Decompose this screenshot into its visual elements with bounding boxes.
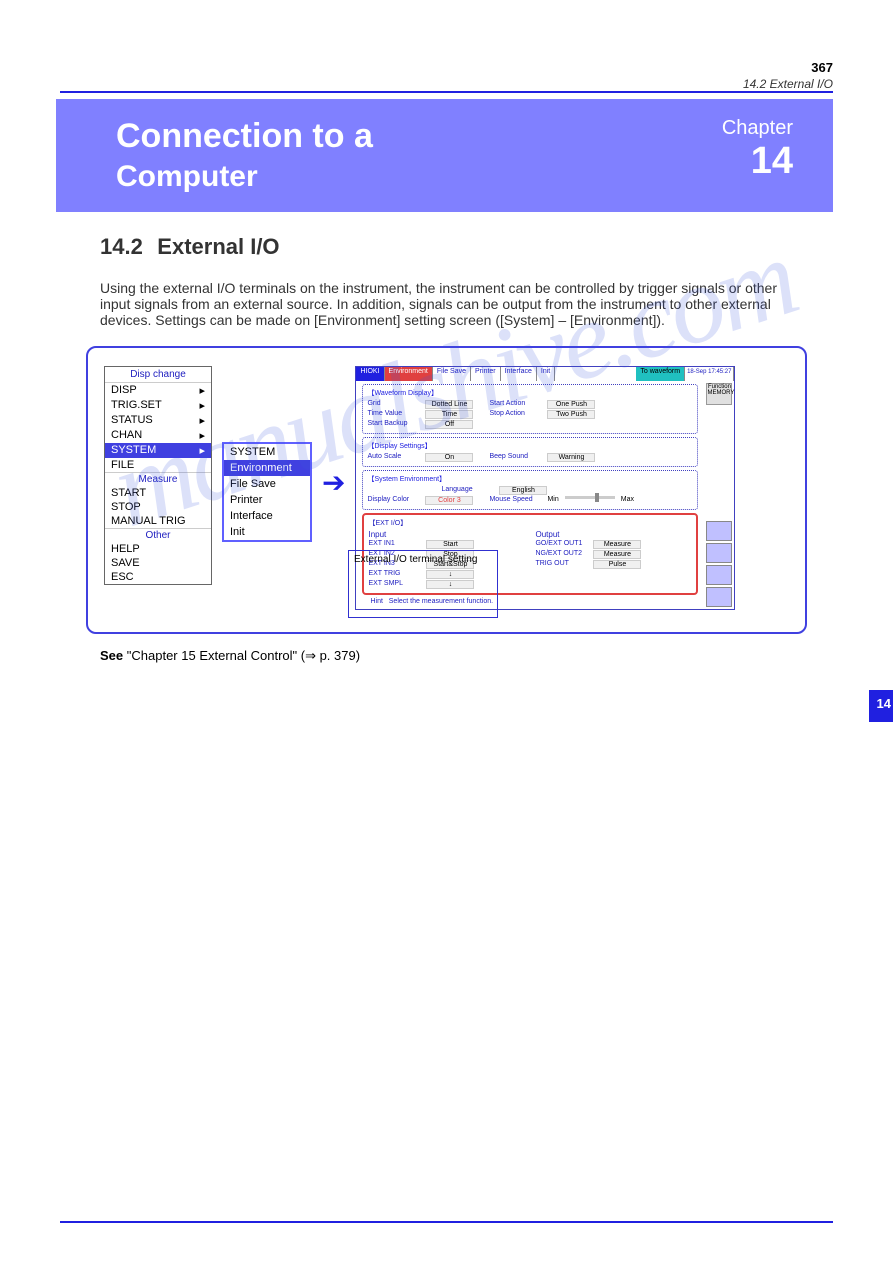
menu-head: Disp change [105, 367, 211, 383]
page-number: 367 [811, 60, 833, 75]
display-settings-section: 【Display Settings】 Auto ScaleOnBeep Soun… [362, 437, 698, 467]
submenu-file-save[interactable]: File Save [224, 476, 310, 492]
menu-item-disp[interactable]: DISP▸ [105, 383, 211, 398]
menu-item-file[interactable]: FILE [105, 458, 211, 472]
function-memory-button[interactable]: Function MEMORY [706, 383, 732, 405]
chapter-heading-1: Connection to a [116, 117, 373, 155]
chapter-ref: 14.2 External I/O [743, 77, 833, 91]
tab-file-save[interactable]: File Save [433, 367, 471, 381]
system-environment-section: 【System Environment】 LanguageEnglish Dis… [362, 470, 698, 510]
menu-item-stop[interactable]: STOP [105, 500, 211, 514]
menu-item-trigset[interactable]: TRIG.SET▸ [105, 398, 211, 413]
section-title: External I/O [157, 234, 279, 259]
menu-item-help[interactable]: HELP [105, 542, 211, 556]
tab-init[interactable]: Init [537, 367, 555, 381]
submenu-title: SYSTEM [224, 444, 310, 460]
timestamp: 18-Sep 17:45:27 [685, 367, 734, 381]
tab-printer[interactable]: Printer [471, 367, 501, 381]
side-icon-4[interactable] [706, 587, 732, 607]
see-label: See [100, 648, 123, 663]
section-number: 14.2 [100, 234, 143, 259]
menu-item-system[interactable]: SYSTEM▸ [105, 443, 211, 458]
menu-item-save[interactable]: SAVE [105, 556, 211, 570]
ext-note-box: External I/O terminal setting [348, 550, 498, 618]
side-icon-3[interactable] [706, 565, 732, 585]
side-icon-2[interactable] [706, 543, 732, 563]
system-submenu: SYSTEM Environment File Save Printer Int… [222, 442, 312, 542]
tab-interface[interactable]: Interface [501, 367, 537, 381]
figure-box: Disp change DISP▸ TRIG.SET▸ STATUS▸ CHAN… [86, 346, 807, 634]
menu-item-manual-trig[interactable]: MANUAL TRIG [105, 514, 211, 528]
tab-hioki: HIOKI [356, 367, 384, 381]
chapter-number: 14 [722, 140, 793, 183]
side-icon-1[interactable] [706, 521, 732, 541]
menu-sep-other: Other [105, 528, 211, 542]
submenu-printer[interactable]: Printer [224, 492, 310, 508]
arrow-icon: ➔ [322, 466, 345, 499]
footer-rule [60, 1221, 833, 1223]
menu-sep-measure: Measure [105, 472, 211, 486]
mouse-speed-slider[interactable] [565, 496, 615, 499]
menu-item-chan[interactable]: CHAN▸ [105, 428, 211, 443]
menu-item-start[interactable]: START [105, 486, 211, 500]
chapter-word: Chapter [722, 117, 793, 140]
tab-to-waveform[interactable]: To waveform [636, 367, 685, 381]
chapter-side-tab: 14 [869, 690, 893, 722]
chapter-heading-2: Computer [116, 160, 258, 193]
tab-environment[interactable]: Environment [385, 367, 433, 381]
submenu-init[interactable]: Init [224, 524, 310, 540]
chapter-banner: Connection to a Computer Chapter 14 [56, 99, 833, 212]
submenu-environment[interactable]: Environment [224, 460, 310, 476]
menu-item-esc[interactable]: ESC [105, 570, 211, 584]
menu-item-status[interactable]: STATUS▸ [105, 413, 211, 428]
intro-paragraph: Using the external I/O terminals on the … [100, 280, 793, 328]
see-ref: "Chapter 15 External Control" (⇒ p. 379) [127, 648, 360, 663]
submenu-interface[interactable]: Interface [224, 508, 310, 524]
disp-change-menu: Disp change DISP▸ TRIG.SET▸ STATUS▸ CHAN… [104, 366, 212, 585]
waveform-display-section: 【Waveform Display】 GridDotted LineStart … [362, 384, 698, 434]
